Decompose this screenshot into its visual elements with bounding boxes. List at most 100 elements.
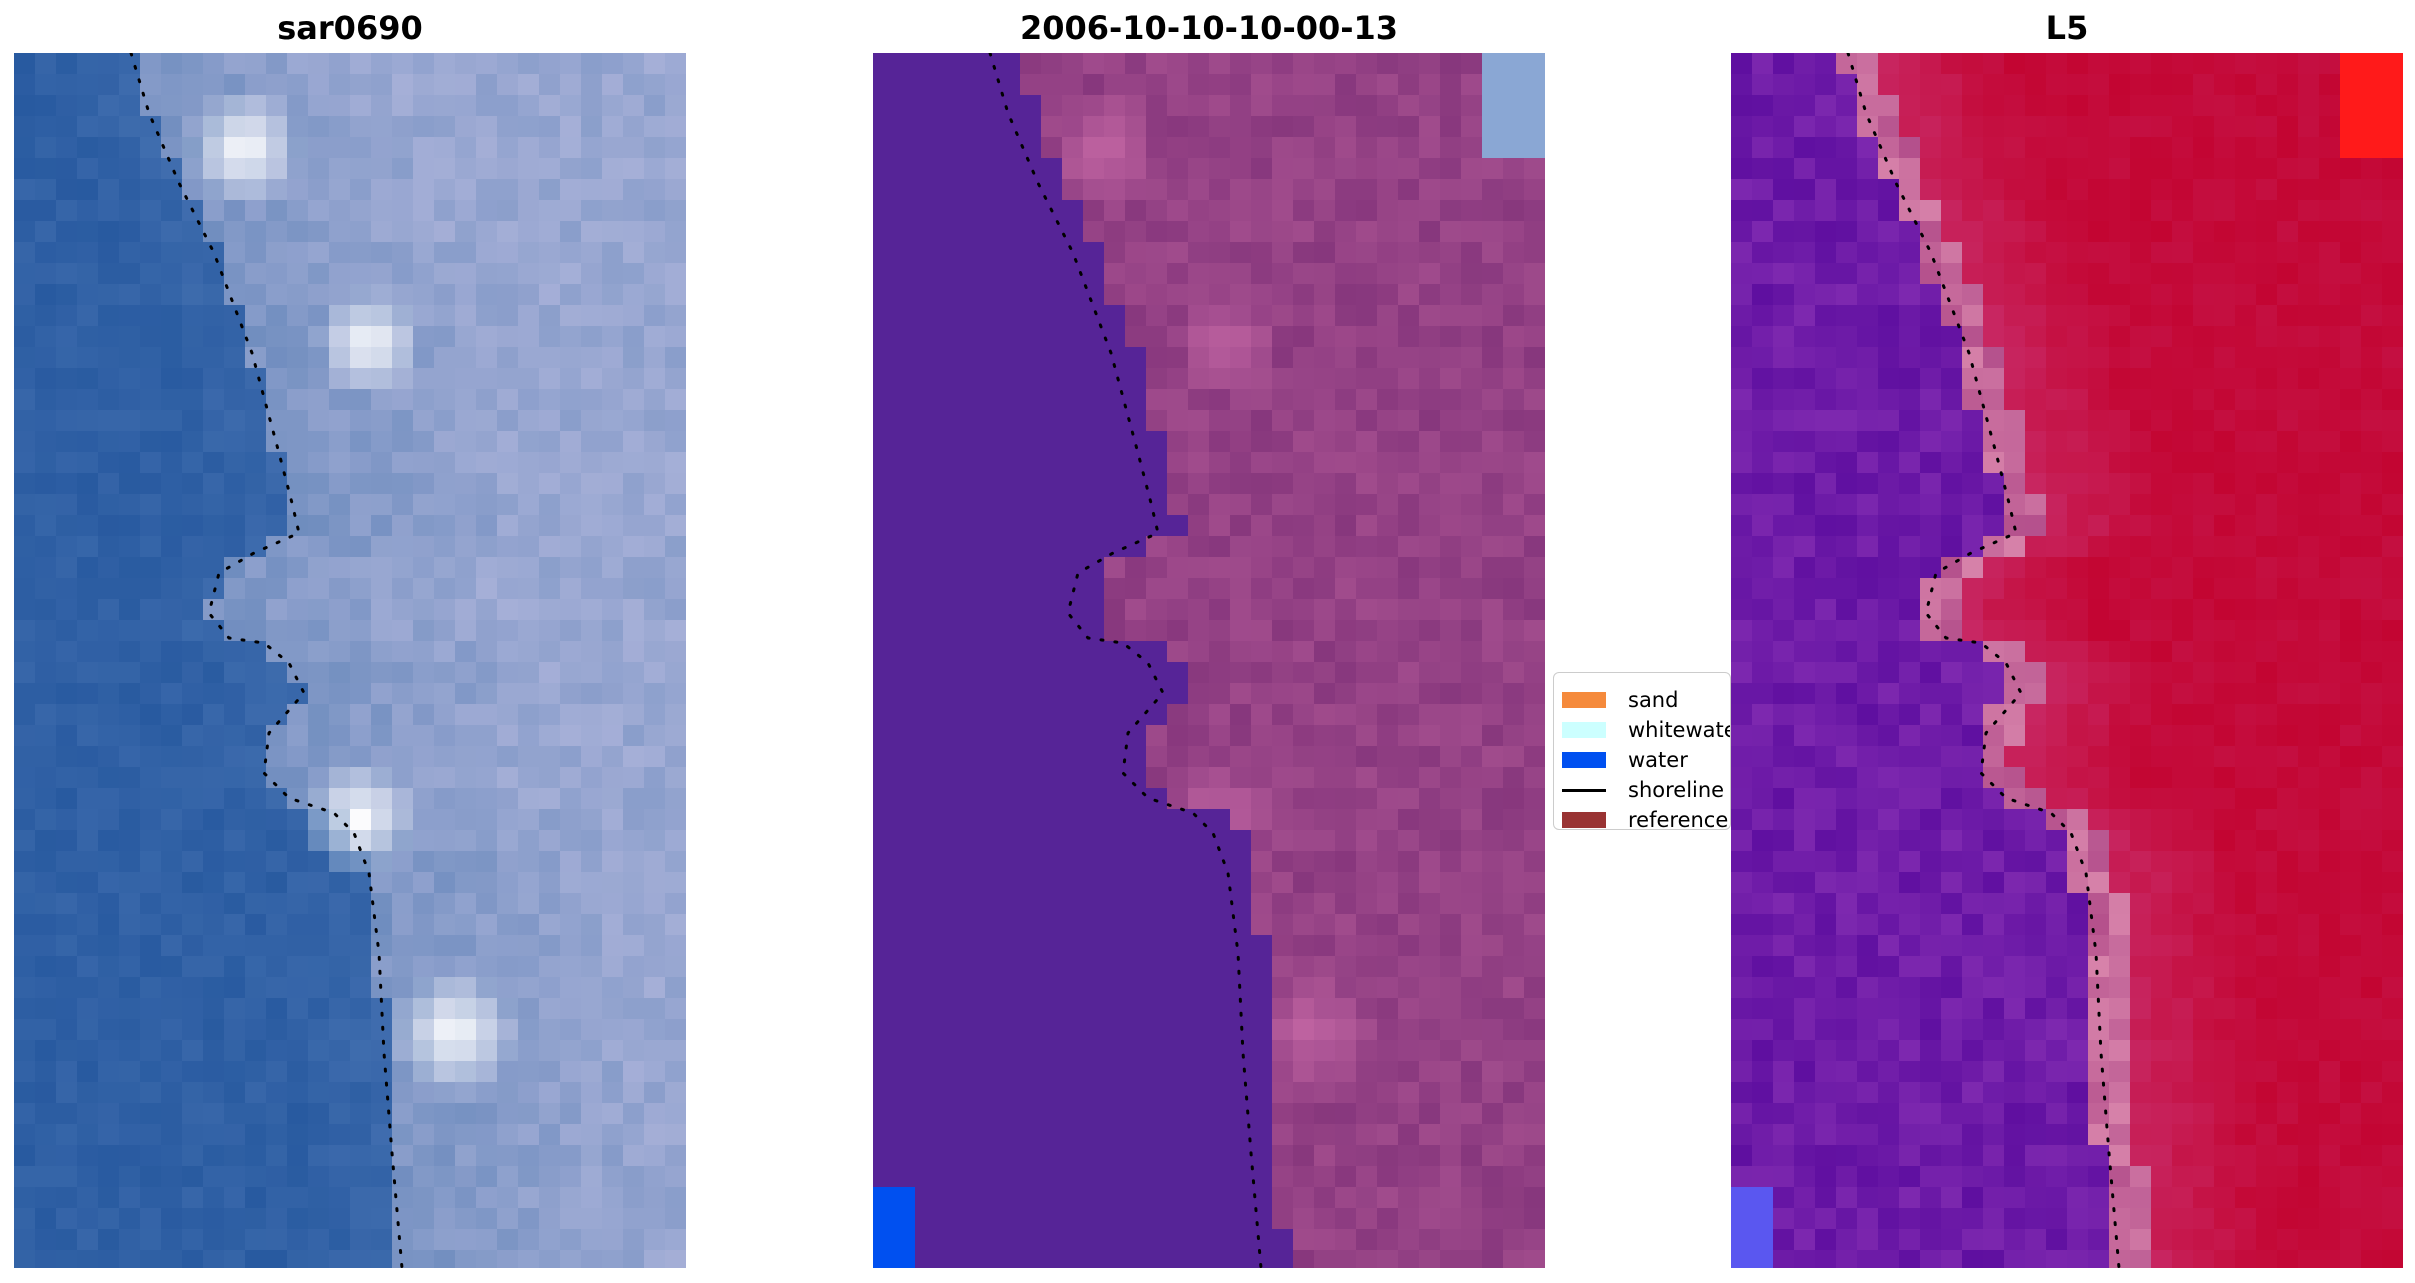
rgb-pixel (413, 998, 435, 1020)
index-pixel (2046, 431, 2068, 453)
class-pixel (1440, 200, 1462, 222)
class-pixel (1356, 263, 1378, 285)
class-pixel (957, 1208, 979, 1230)
class-pixel (1272, 158, 1294, 180)
class-pixel (1188, 1208, 1210, 1230)
index-pixel (2046, 746, 2068, 768)
class-pixel (1230, 1145, 1252, 1167)
rgb-pixel (581, 557, 603, 579)
rgb-pixel (287, 725, 309, 747)
index-pixel (1983, 683, 2005, 705)
class-pixel (915, 368, 937, 390)
rgb-pixel (476, 830, 498, 852)
rgb-pixel (581, 935, 603, 957)
index-pixel (2130, 389, 2152, 411)
class-pixel (1503, 347, 1525, 369)
index-pixel (2046, 599, 2068, 621)
rgb-pixel (77, 1187, 99, 1209)
index-pixel (2109, 305, 2131, 327)
class-pixel (1272, 725, 1294, 747)
rgb-pixel (35, 431, 57, 453)
rgb-pixel (476, 641, 498, 663)
class-pixel (1062, 1229, 1084, 1251)
class-pixel (1503, 137, 1525, 159)
class-pixel (1314, 95, 1336, 117)
rgb-pixel (665, 1124, 686, 1146)
class-pixel (1482, 683, 1504, 705)
index-pixel (1773, 95, 1795, 117)
rgb-pixel (602, 977, 624, 999)
rgb-pixel (77, 389, 99, 411)
class-pixel (915, 746, 937, 768)
rgb-pixel (623, 1208, 645, 1230)
class-pixel (1020, 1061, 1042, 1083)
class-pixel (1083, 1061, 1105, 1083)
class-pixel (1377, 620, 1399, 642)
class-pixel (1230, 767, 1252, 789)
class-pixel (1062, 368, 1084, 390)
index-pixel (2361, 851, 2383, 873)
class-pixel (1440, 1208, 1462, 1230)
class-pixel (999, 1187, 1021, 1209)
index-pixel (1752, 263, 1774, 285)
class-pixel (1314, 1061, 1336, 1083)
index-pixel (2004, 263, 2026, 285)
index-pixel (1752, 767, 1774, 789)
rgb-pixel (329, 998, 351, 1020)
class-pixel (1104, 1187, 1126, 1209)
rgb-pixel (581, 1145, 603, 1167)
index-pixel (1962, 746, 1984, 768)
index-pixel (1983, 158, 2005, 180)
class-pixel (1524, 872, 1545, 894)
rgb-pixel (455, 368, 477, 390)
rgb-pixel (140, 515, 162, 537)
rgb-pixel (140, 746, 162, 768)
rgb-pixel (623, 1229, 645, 1251)
rgb-pixel (455, 893, 477, 915)
rgb-pixel (476, 389, 498, 411)
class-pixel (1482, 1124, 1504, 1146)
class-pixel (1020, 158, 1042, 180)
rgb-pixel (413, 1124, 435, 1146)
rgb-pixel (119, 767, 141, 789)
rgb-pixel (56, 305, 78, 327)
class-pixel (1356, 557, 1378, 579)
rgb-pixel (245, 263, 267, 285)
rgb-pixel (77, 95, 99, 117)
rgb-pixel (560, 1040, 582, 1062)
rgb-pixel (350, 95, 372, 117)
class-pixel (999, 95, 1021, 117)
class-pixel (1062, 221, 1084, 243)
rgb-pixel (35, 1019, 57, 1041)
index-pixel (1899, 620, 1921, 642)
class-pixel (1146, 620, 1168, 642)
rgb-pixel (266, 452, 288, 474)
rgb-pixel (182, 1103, 204, 1125)
rgb-pixel (623, 1019, 645, 1041)
rgb-pixel (602, 389, 624, 411)
rgb-pixel (98, 1229, 120, 1251)
index-pixel (1962, 599, 1984, 621)
index-pixel (2172, 725, 2194, 747)
class-pixel (1083, 326, 1105, 348)
class-pixel (1188, 410, 1210, 432)
class-pixel (1335, 620, 1357, 642)
rgb-pixel (140, 914, 162, 936)
class-pixel (1167, 599, 1189, 621)
index-pixel (2151, 746, 2173, 768)
class-pixel (873, 1166, 895, 1188)
index-pixel (2046, 557, 2068, 579)
rgb-pixel (497, 767, 519, 789)
rgb-pixel (308, 830, 330, 852)
class-pixel (1251, 452, 1273, 474)
class-pixel (1020, 347, 1042, 369)
rgb-pixel (203, 53, 225, 75)
class-pixel (1503, 452, 1525, 474)
rgb-pixel (182, 893, 204, 915)
class-pixel (1335, 1061, 1357, 1083)
index-pixel (2277, 620, 2299, 642)
class-pixel (1314, 116, 1336, 138)
rgb-pixel (518, 515, 540, 537)
class-pixel (1230, 956, 1252, 978)
class-pixel (1272, 1103, 1294, 1125)
